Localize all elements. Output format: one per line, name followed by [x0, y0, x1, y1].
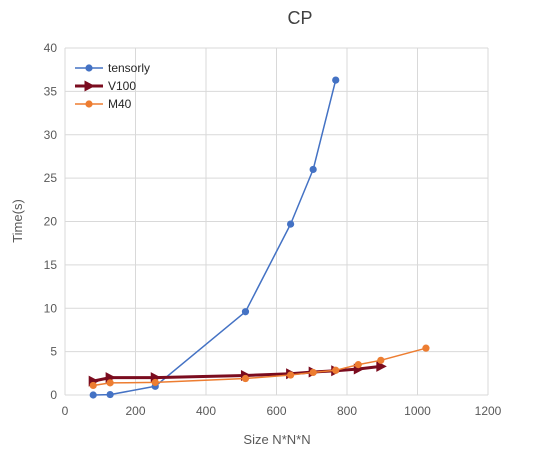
data-point [241, 308, 250, 316]
legend-item-m40: M40 [75, 97, 132, 111]
y-tick-label: 40 [44, 41, 58, 55]
data-point [332, 366, 340, 374]
legend-marker [85, 64, 93, 72]
x-tick-label: 1000 [404, 404, 431, 418]
series-tensorly [89, 76, 340, 399]
y-tick-label: 25 [44, 171, 58, 185]
legend-label: V100 [108, 79, 136, 93]
data-point [287, 220, 295, 228]
series-m40 [89, 344, 430, 390]
data-point [354, 361, 362, 369]
data-point [287, 371, 295, 379]
legend-marker [84, 80, 95, 92]
series-line-m40 [93, 347, 427, 387]
data-point [151, 378, 159, 387]
legend: tensorly V100 M40 [75, 61, 150, 111]
x-tick-label: 400 [196, 404, 216, 418]
y-tick-label: 20 [44, 215, 58, 229]
gridlines [64, 47, 489, 396]
y-axis-title: Time(s) [10, 199, 25, 243]
legend-label: M40 [108, 97, 132, 111]
x-tick-label: 200 [125, 404, 145, 418]
y-tick-label: 15 [44, 258, 58, 272]
x-tick-label: 0 [62, 404, 69, 418]
data-point [309, 368, 317, 377]
y-tick-label: 10 [44, 301, 58, 315]
legend-item-tensorly: tensorly [75, 61, 150, 75]
y-tick-label: 5 [50, 345, 57, 359]
data-point [309, 165, 317, 174]
data-point [106, 390, 114, 399]
data-point [377, 356, 385, 364]
series-layer [88, 76, 430, 399]
x-tick-label: 800 [337, 404, 357, 418]
legend-label: tensorly [108, 61, 150, 75]
y-tick-label: 35 [44, 84, 58, 98]
data-point [241, 374, 250, 383]
data-point [89, 381, 97, 390]
data-point [332, 76, 340, 84]
y-tick-label: 0 [50, 388, 57, 402]
data-point [422, 344, 430, 352]
chart-title: CP [287, 8, 312, 28]
x-tick-label: 600 [266, 404, 286, 418]
data-point [106, 379, 114, 387]
data-point [89, 391, 97, 399]
legend-item-v100: V100 [75, 79, 136, 93]
data-point [376, 360, 387, 372]
x-axis-title: Size N*N*N [243, 432, 310, 447]
legend-marker [85, 100, 93, 108]
y-tick-label: 30 [44, 128, 58, 142]
x-tick-label: 1200 [475, 404, 502, 418]
